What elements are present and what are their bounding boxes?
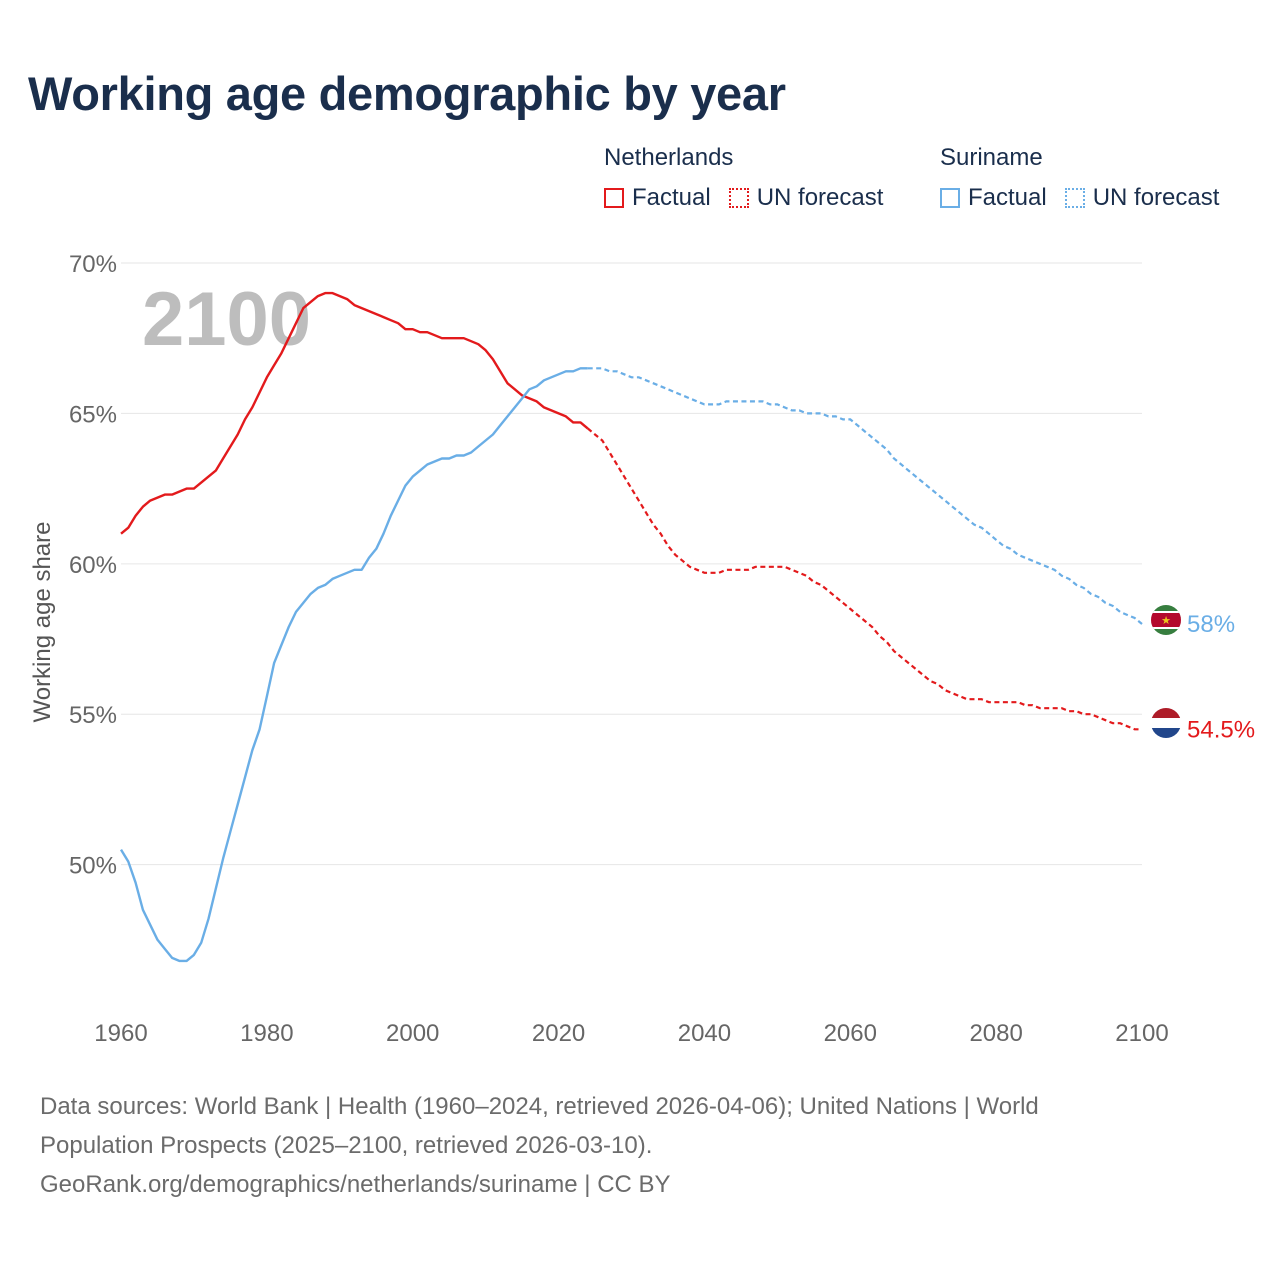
legend-swatch-factual	[940, 188, 960, 208]
legend-label: UN forecast	[1092, 184, 1220, 211]
footer-line: GeoRank.org/demographics/netherlands/sur…	[40, 1171, 671, 1198]
series-line-suriname-forecast	[587, 367, 1143, 625]
end-label-suriname: 58%	[1187, 611, 1235, 638]
suriname-flag-icon: ★	[1151, 605, 1181, 635]
legend-group-netherlands: Netherlands Factual UN forecast	[604, 144, 901, 212]
legend-label: Factual	[968, 184, 1047, 211]
netherlands-flag-icon	[1151, 708, 1181, 738]
y-tick-label: 65%	[69, 401, 117, 428]
y-tick-label: 70%	[69, 251, 117, 278]
y-tick-label: 60%	[69, 552, 117, 579]
x-tick-label: 2040	[678, 1020, 731, 1047]
legend-swatch-forecast	[1064, 188, 1085, 208]
legend-item-forecast[interactable]: UN forecast	[728, 184, 884, 212]
svg-text:★: ★	[1161, 614, 1171, 627]
series-lines	[119, 291, 1143, 963]
year-watermark: 2100	[142, 277, 311, 362]
legend-item-factual[interactable]: Factual	[604, 184, 711, 212]
legend-item-forecast[interactable]: UN forecast	[1064, 184, 1220, 212]
legend-swatch-factual	[604, 188, 624, 208]
series-line-netherlands-forecast	[586, 427, 1142, 731]
x-tick-label: 2020	[532, 1020, 585, 1047]
y-axis-label: Working age share	[29, 522, 56, 723]
legend-label: Factual	[632, 184, 711, 211]
end-labels: 54.5% 58%	[1187, 611, 1255, 743]
x-axis-ticks: 1960 1980 2000 2020 2040 2060 2080 2100	[94, 1020, 1168, 1047]
footer-sources: Data sources: World Bank | Health (1960–…	[40, 1087, 1160, 1204]
legend-label: UN forecast	[756, 184, 884, 211]
x-tick-label: 2080	[969, 1020, 1022, 1047]
line-chart: 2100 50% 55% 60% 65% 70% 1960 1980 2000 2020 204…	[29, 251, 1255, 1047]
x-tick-label: 1980	[240, 1020, 293, 1047]
legend-group-title: Netherlands	[604, 144, 734, 171]
series-line-suriname-factual	[119, 367, 588, 963]
x-tick-label: 2100	[1115, 1020, 1168, 1047]
gridlines	[121, 262, 1142, 866]
footer-line: Population Prospects (2025–2100, retriev…	[40, 1132, 653, 1159]
series-line-netherlands-factual	[120, 291, 589, 535]
y-tick-label: 55%	[69, 702, 117, 729]
y-tick-label: 50%	[69, 853, 117, 880]
legend-group-suriname: Suriname Factual UN forecast	[940, 144, 1237, 212]
legend-group-title: Suriname	[940, 144, 1043, 171]
chart-title: Working age demographic by year	[28, 67, 786, 120]
x-tick-label: 2060	[824, 1020, 877, 1047]
legend-swatch-forecast	[728, 188, 749, 208]
end-label-netherlands: 54.5%	[1187, 716, 1255, 743]
x-tick-label: 2000	[386, 1020, 439, 1047]
x-tick-label: 1960	[94, 1020, 147, 1047]
footer-line: Data sources: World Bank | Health (1960–…	[40, 1093, 1039, 1120]
y-axis-ticks: 50% 55% 60% 65% 70%	[69, 251, 117, 880]
legend-item-factual[interactable]: Factual	[940, 184, 1047, 212]
